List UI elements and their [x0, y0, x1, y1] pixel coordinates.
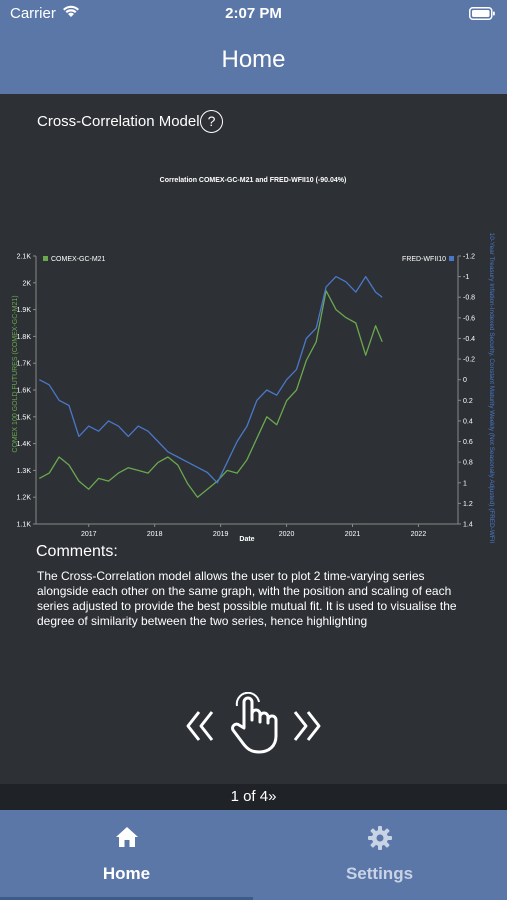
y-right-tick-label: -1	[463, 274, 469, 281]
tab-settings-label: Settings	[345, 864, 414, 883]
y-left-tick-label: 1.3K	[17, 468, 32, 475]
tab-home-label: Home	[102, 864, 151, 883]
y-left-axis-label: COMEX 100 GOLD FUTURES (COMEX-GC-M21)	[12, 295, 19, 452]
chart-ticks: 1.1K 1.2K 1.3K 1.4K 1.5K 1.6K 1.7K 1.8K 1.9K 2K 2.…	[17, 254, 476, 539]
y-right-tick-label: -0.4	[463, 336, 475, 343]
navigation-bar: Home	[0, 28, 507, 94]
y-left-tick-label: 2.1K	[17, 254, 32, 261]
y-right-tick-label: 1.2	[463, 501, 473, 508]
y-left-tick-label: 1.9K	[17, 307, 32, 314]
double-chevron-left-icon[interactable]	[185, 708, 215, 744]
y-right-tick-label: -0.6	[463, 315, 475, 322]
y-left-tick-label: 2K	[22, 280, 31, 287]
y-right-tick-label: -0.2	[463, 357, 475, 364]
tab-bar: Home Settings	[0, 810, 507, 900]
chart-legend: COMEX-GC-M21 FRED-WFII10	[43, 256, 454, 263]
house-icon	[115, 827, 138, 847]
page-title: Home	[221, 46, 286, 73]
y-right-tick-label: 0.8	[463, 460, 473, 467]
chart-svg: Correlation COMEX-GC-M21 and FRED-WFII10…	[0, 140, 507, 580]
page-indicator-text: 1 of 4	[230, 788, 269, 805]
y-right-tick-label: 0.2	[463, 398, 473, 405]
legend-label-1: FRED-WFII10	[402, 256, 446, 263]
legend-label-0: COMEX-GC-M21	[51, 256, 106, 263]
x-tick-label: 2019	[213, 531, 229, 538]
double-chevron-right-icon[interactable]	[292, 708, 322, 744]
page-forward-icon: »	[268, 788, 277, 805]
x-tick-label: 2021	[345, 531, 361, 538]
comments-body: The Cross-Correlation model allows the u…	[37, 569, 457, 628]
status-time: 2:07 PM	[225, 5, 282, 22]
y-right-tick-label: 1.4	[463, 522, 473, 529]
x-axis-label: Date	[239, 536, 254, 543]
y-right-axis-label: 10-Year Treasury Inflation-Indexed Secur…	[488, 233, 495, 544]
y-left-tick-label: 1.1K	[17, 522, 32, 529]
legend-swatch-1	[449, 256, 454, 261]
series-line-0	[38, 290, 383, 498]
y-left-tick-label: 1.7K	[17, 361, 32, 368]
active-tab-indicator	[0, 897, 253, 900]
comments-title: Comments:	[36, 543, 118, 560]
y-right-tick-label: 1	[463, 480, 467, 487]
y-right-tick-label: 0.4	[463, 418, 473, 425]
x-tick-label: 2020	[279, 531, 295, 538]
chart-series	[38, 275, 383, 498]
correlation-chart: Correlation COMEX-GC-M21 and FRED-WFII10…	[0, 140, 507, 580]
x-tick-label: 2022	[411, 531, 427, 538]
carrier-label: Carrier	[10, 5, 56, 22]
tab-settings[interactable]: Settings	[253, 810, 506, 900]
x-tick-label: 2017	[81, 531, 97, 538]
y-left-tick-label: 1.5K	[17, 414, 32, 421]
chart-title: Correlation COMEX-GC-M21 and FRED-WFII10…	[160, 177, 347, 184]
swipe-hand-icon	[231, 692, 278, 754]
y-left-tick-label: 1.6K	[17, 388, 32, 395]
wifi-icon	[63, 5, 79, 17]
main-content: Cross-Correlation Model ? Correlation CO…	[0, 94, 507, 784]
y-right-tick-label: 0.6	[463, 439, 473, 446]
help-icon[interactable]: ?	[200, 110, 223, 133]
y-left-tick-label: 1.2K	[17, 495, 32, 502]
tab-home[interactable]: Home	[0, 810, 253, 900]
status-bar: Carrier 2:07 PM	[0, 0, 507, 28]
model-title: Cross-Correlation Model	[37, 113, 200, 130]
legend-swatch-0	[43, 256, 48, 261]
x-tick-label: 2018	[147, 531, 163, 538]
y-right-tick-label: -1.2	[463, 254, 475, 261]
y-left-tick-label: 1.8K	[17, 334, 32, 341]
y-left-tick-label: 1.4K	[17, 441, 32, 448]
y-right-tick-label: 0	[463, 377, 467, 384]
y-right-tick-label: -0.8	[463, 295, 475, 302]
gear-icon	[367, 826, 392, 850]
page-indicator[interactable]: 1 of 4»	[0, 784, 507, 810]
series-line-1	[39, 275, 383, 484]
battery-icon	[469, 7, 495, 20]
